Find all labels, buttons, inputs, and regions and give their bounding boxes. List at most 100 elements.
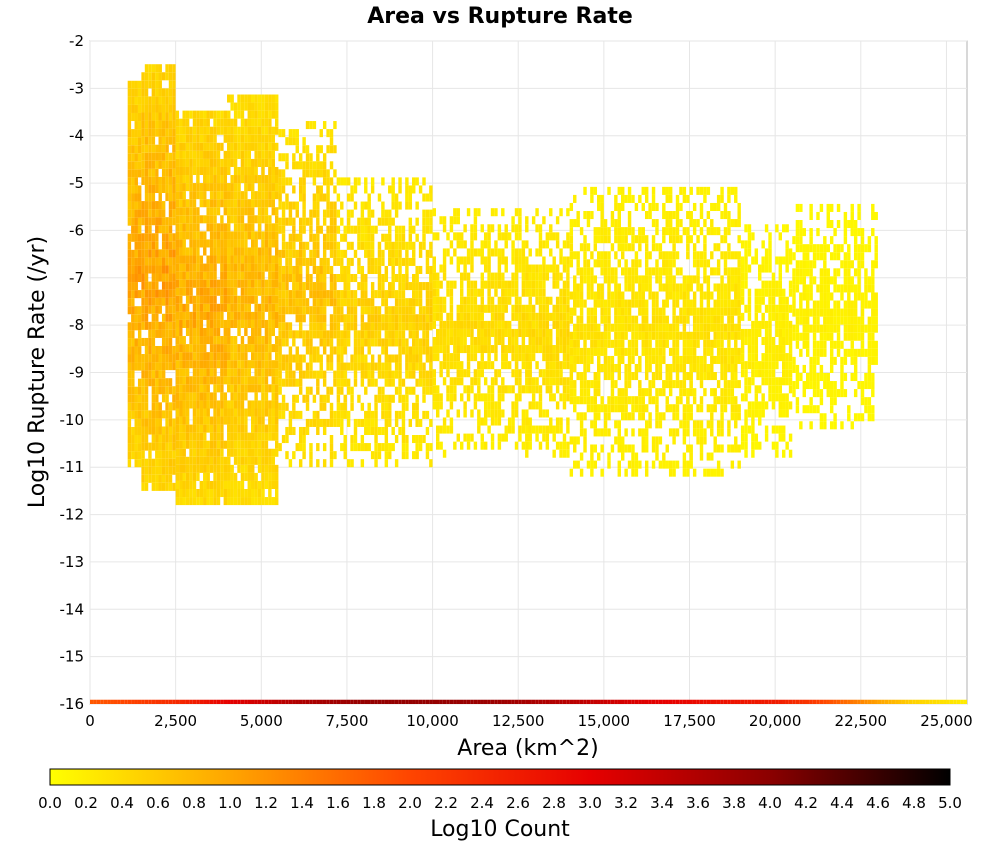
heatmap-cell [333, 217, 337, 226]
heatmap-cell [706, 283, 711, 292]
heatmap-cell [172, 297, 176, 306]
heatmap-cell [384, 426, 389, 436]
heatmap-cell [412, 451, 416, 460]
heatmap-cell [271, 94, 275, 103]
heatmap-cell [597, 202, 601, 212]
heatmap-cell [131, 338, 135, 347]
heatmap-cell [227, 199, 231, 208]
heatmap-cell [179, 118, 183, 127]
heatmap-cell [151, 354, 156, 363]
heatmap-cell [230, 118, 234, 127]
heatmap-cell [254, 424, 258, 433]
heatmap-cell [268, 456, 272, 465]
heatmap-cell [131, 426, 135, 436]
heatmap-cell [213, 311, 217, 320]
heatmap-cell [227, 344, 231, 353]
heatmap-cell [579, 243, 584, 252]
heatmap-cell [257, 448, 262, 457]
heatmap-cell [165, 136, 169, 145]
heatmap-cell [189, 191, 193, 200]
heatmap-cell [381, 322, 385, 331]
heatmap-cell [199, 271, 204, 280]
heatmap-cell [264, 287, 269, 296]
heatmap-cell [161, 209, 166, 218]
heatmap-cell [627, 227, 632, 236]
heatmap-cell [257, 311, 262, 320]
heatmap-cell [607, 267, 611, 276]
heatmap-cell [696, 355, 700, 364]
heatmap-cell [131, 282, 135, 291]
heatmap-cell [227, 336, 231, 345]
heatmap-cell [514, 208, 519, 217]
heatmap-cell [425, 451, 430, 460]
heatmap-cell [665, 227, 669, 236]
heatmap-cell [254, 166, 258, 176]
heatmap-cell [144, 184, 149, 194]
heatmap-cell [374, 394, 378, 403]
heatmap-cell [696, 283, 700, 292]
heatmap-cell [292, 161, 296, 170]
heatmap-cell [583, 211, 587, 220]
heatmap-cell [182, 352, 186, 361]
heatmap-cell [422, 306, 426, 315]
heatmap-cell [189, 150, 193, 159]
heatmap-cell [473, 248, 478, 257]
heatmap-cell [686, 227, 690, 236]
heatmap-cell [151, 96, 156, 105]
heatmap-cell [727, 267, 731, 276]
heatmap-cell [555, 336, 560, 346]
heatmap-cell [456, 377, 460, 386]
heatmap-cell [192, 416, 197, 425]
heatmap-cell [559, 361, 563, 370]
heatmap-cell [583, 243, 587, 252]
heatmap-cell [470, 385, 474, 394]
heatmap-cell [686, 211, 690, 220]
heatmap-cell [148, 96, 152, 105]
heatmap-cell [593, 444, 598, 453]
heatmap-cell [336, 298, 341, 307]
heatmap-cell [487, 336, 491, 346]
heatmap-cell [549, 425, 553, 434]
heatmap-cell [227, 110, 231, 119]
heatmap-cell [610, 380, 615, 389]
heatmap-cell [141, 152, 145, 161]
heatmap-cell [590, 396, 594, 405]
heatmap-cell [525, 425, 529, 434]
heatmap-cell [360, 282, 365, 291]
heatmap-cell [185, 110, 190, 119]
heatmap-cell [141, 434, 145, 443]
heatmap-cell [161, 378, 166, 387]
heatmap-cell [364, 354, 368, 363]
heatmap-cell [405, 249, 409, 258]
heatmap-cell [412, 370, 416, 379]
heatmap-cell [233, 488, 238, 498]
heatmap-cell [206, 110, 210, 119]
heatmap-cell [415, 418, 419, 427]
heatmap-cell [703, 436, 707, 445]
heatmap-cell [168, 362, 173, 371]
heatmap-cell [634, 315, 639, 324]
heatmap-cell [436, 433, 440, 442]
heatmap-cell [141, 458, 145, 467]
heatmap-cell [682, 194, 687, 203]
heatmap-cell [494, 304, 498, 313]
heatmap-cell [244, 94, 248, 103]
heatmap-cell [305, 241, 310, 250]
heatmap-cell [213, 319, 217, 328]
heatmap-cell [703, 372, 707, 381]
heatmap-cell [408, 193, 413, 202]
heatmap-cell [264, 480, 269, 489]
heatmap-cell [436, 304, 440, 313]
heatmap-cell [504, 288, 508, 297]
heatmap-cell [662, 355, 666, 364]
heatmap-cell [459, 361, 464, 370]
heatmap-cell [247, 472, 252, 481]
heatmap-cell [353, 443, 358, 452]
heatmap-cell [223, 183, 228, 192]
heatmap-cell [220, 464, 224, 473]
heatmap-cell [251, 456, 255, 465]
heatmap-cell [196, 142, 200, 151]
heatmap-cell [672, 299, 676, 308]
heatmap-cell [401, 394, 406, 403]
